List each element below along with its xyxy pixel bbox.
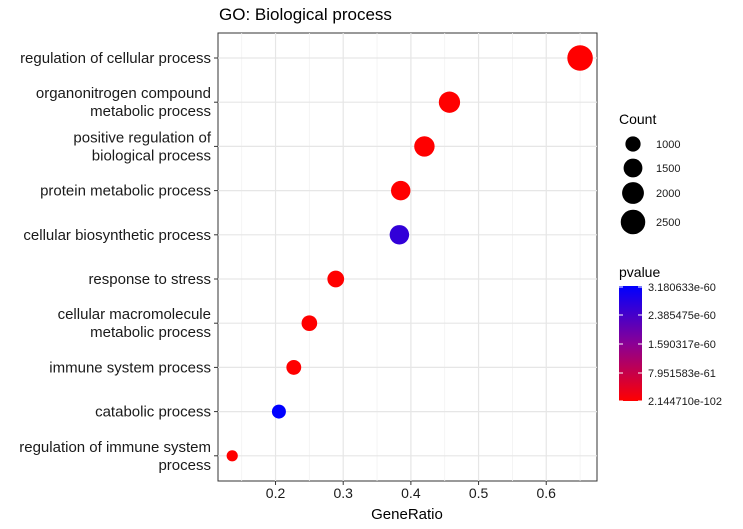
y-tick-label: catabolic process (95, 404, 211, 421)
data-point (438, 91, 461, 113)
data-point (286, 359, 302, 375)
size-legend-dot (620, 209, 646, 235)
y-tick-label: regulation of immune system process (19, 439, 211, 474)
y-tick-label: protein metabolic process (40, 183, 211, 200)
data-point (414, 136, 435, 157)
color-legend: pvalue 3.180633e-60 2.385475e-60 1.590317e… (619, 264, 722, 408)
x-axis-ticks: 0.2 0.3 0.4 0.5 0.6 (266, 481, 556, 501)
x-tick-label: 0.4 (401, 485, 421, 501)
size-legend: Count 1000 1500 2000 2500 (619, 111, 680, 235)
data-point (271, 404, 286, 419)
y-tick-label: response to stress (88, 271, 211, 288)
color-legend-label: 2.385475e-60 (648, 310, 716, 322)
x-tick-label: 0.5 (469, 485, 489, 501)
size-legend-dot (622, 182, 644, 204)
y-tick-label: cellular macromolecule metabolic process (58, 306, 211, 341)
color-legend-title: pvalue (619, 264, 660, 280)
data-point (226, 450, 238, 462)
data-point (567, 45, 593, 71)
y-tick-label: cellular biosynthetic process (23, 227, 211, 244)
size-legend-dot (625, 136, 641, 152)
chart-title: GO: Biological process (219, 5, 392, 24)
color-bar (619, 286, 642, 401)
color-legend-label: 1.590317e-60 (648, 339, 716, 351)
size-legend-label: 1500 (656, 163, 680, 175)
size-legend-title: Count (619, 111, 656, 127)
color-legend-label: 3.180633e-60 (648, 282, 716, 294)
y-axis-labels: regulation of cellular process organonitr… (19, 50, 218, 474)
y-tick-label: immune system process (49, 359, 211, 376)
data-point (327, 270, 345, 288)
size-legend-label: 2500 (656, 217, 680, 229)
data-point (389, 225, 410, 245)
color-legend-label: 7.951583e-61 (648, 368, 716, 380)
color-legend-label: 2.144710e-102 (648, 396, 722, 408)
x-tick-label: 0.3 (333, 485, 353, 501)
size-legend-label: 1000 (656, 139, 680, 151)
y-tick-label: organonitrogen compound metabolic process (36, 85, 211, 120)
data-points (226, 45, 593, 462)
x-axis-title: GeneRatio (371, 506, 443, 523)
data-point (301, 315, 318, 332)
x-tick-label: 0.6 (537, 485, 557, 501)
size-legend-dot (623, 158, 643, 178)
data-point (390, 180, 411, 201)
y-tick-label: regulation of cellular process (20, 50, 211, 67)
y-tick-label: positive regulation of biological process (73, 129, 211, 164)
size-legend-label: 2000 (656, 188, 680, 200)
x-tick-label: 0.2 (266, 485, 286, 501)
